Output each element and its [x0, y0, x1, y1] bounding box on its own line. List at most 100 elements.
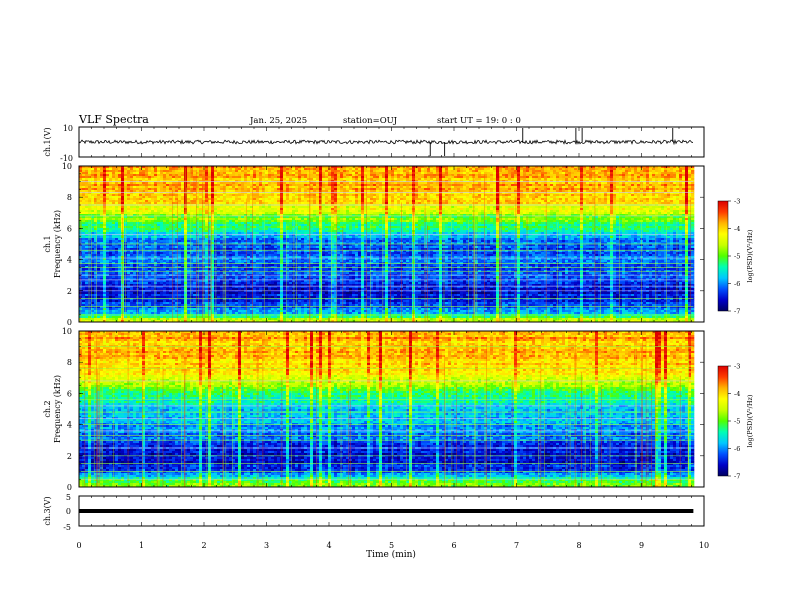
spectrogram-cell: [181, 192, 185, 195]
spectrogram-cell: [325, 192, 329, 195]
spectrogram-cell: [529, 170, 533, 173]
spectrogram-cell: [205, 190, 209, 193]
spectrogram-cell: [241, 178, 245, 181]
spectrogram-cell: [403, 170, 407, 173]
spectrogram-cell: [643, 208, 647, 211]
spectrogram-cell: [454, 196, 458, 199]
spectrogram-cell: [637, 194, 641, 197]
spectrogram-cell: [343, 200, 347, 203]
spectrogram-cell: [667, 188, 671, 191]
spectrogram-cell: [394, 172, 398, 175]
spectrogram-cell: [601, 188, 605, 191]
spectrogram-cell: [298, 172, 302, 175]
spectrogram-cell: [157, 188, 161, 191]
spectrogram-cell: [367, 190, 371, 193]
spectrogram-cell: [121, 186, 125, 189]
spectrogram-cell: [136, 202, 140, 205]
spectrogram-cell: [400, 186, 404, 189]
spectrogram-cell: [466, 194, 470, 197]
spectrogram-cell: [421, 210, 425, 213]
spectrogram-cell: [319, 212, 323, 215]
spectrogram-cell: [373, 210, 377, 213]
spectrogram-cell: [658, 206, 662, 209]
spectrogram-cell: [241, 184, 245, 187]
spectrogram-cell: [181, 194, 185, 197]
spectrogram-cell: [457, 208, 461, 211]
spectrogram-cell: [646, 198, 650, 201]
spectrogram-cell: [85, 166, 89, 169]
spectrogram-cell: [301, 166, 305, 169]
spectrogram-cell: [373, 192, 377, 195]
spectrogram-cell: [175, 196, 179, 199]
spectrogram-cell: [589, 166, 593, 169]
spectrogram-cell: [538, 194, 542, 197]
spectrogram-cell: [385, 166, 389, 169]
spectrogram-cell: [415, 180, 419, 183]
spectrogram-cell: [109, 166, 113, 169]
spectrogram-cell: [145, 174, 149, 177]
spectrogram-cell: [223, 168, 227, 171]
spectrogram-cell: [556, 210, 560, 213]
spectrogram-cell: [451, 174, 455, 177]
spectrogram-cell: [334, 182, 338, 185]
spectrogram-cell: [478, 172, 482, 175]
spectrogram-cell: [220, 184, 224, 187]
spectrogram-cell: [631, 168, 635, 171]
spectrogram-cell: [577, 186, 581, 189]
spectrogram-cell: [346, 200, 350, 203]
spectrogram-cell: [277, 192, 281, 195]
spectrogram-cell: [214, 180, 218, 183]
spectrogram-cell: [226, 206, 230, 209]
spectrogram-cell: [184, 212, 188, 215]
spectrogram-cell: [589, 182, 593, 185]
spectrogram-cell: [310, 206, 314, 209]
spectrogram-cell: [298, 192, 302, 195]
spectrogram-cell: [247, 192, 251, 195]
spectrogram-cell: [112, 176, 116, 179]
spectrogram-cell: [622, 194, 626, 197]
spectrogram-cell: [622, 182, 626, 185]
spectrogram-cell: [103, 168, 107, 171]
spectrogram-cell: [274, 172, 278, 175]
spectrogram-cell: [604, 202, 608, 205]
spectrogram-cell: [607, 172, 611, 175]
spectrogram-cell: [181, 178, 185, 181]
spectrogram-cell: [436, 172, 440, 175]
spectrogram-cell: [541, 182, 545, 185]
spectrogram-cell: [577, 166, 581, 169]
spectrogram-cell: [274, 168, 278, 171]
spectrogram-cell: [100, 196, 104, 199]
spectrogram-cell: [355, 180, 359, 183]
spectrogram-cell: [616, 174, 620, 177]
spectrogram-cell: [415, 198, 419, 201]
spectrogram-cell: [610, 186, 614, 189]
spectrogram-cell: [424, 182, 428, 185]
spectrogram-cell: [142, 198, 146, 201]
spectrogram-cell: [130, 166, 134, 169]
spectrogram-cell: [220, 182, 224, 185]
spectrogram-cell: [652, 172, 656, 175]
spectrogram-cell: [622, 202, 626, 205]
spectrogram-cell: [385, 208, 389, 211]
spectrogram-cell: [676, 186, 680, 189]
spectrogram-cell: [475, 196, 479, 199]
spectrogram-cell: [205, 172, 209, 175]
spectrogram-cell: [142, 178, 146, 181]
spectrogram-cell: [535, 186, 539, 189]
spectrogram-cell: [229, 174, 233, 177]
spectrogram-cell: [673, 196, 677, 199]
spectrogram-cell: [283, 176, 287, 179]
spectrogram-cell: [94, 186, 98, 189]
spectrogram-cell: [247, 190, 251, 193]
spectrogram-cell: [622, 166, 626, 169]
spectrogram-cell: [628, 188, 632, 191]
spectrogram-cell: [673, 186, 677, 189]
spectrogram-cell: [244, 194, 248, 197]
spectrogram-cell: [535, 166, 539, 169]
spectrogram-cell: [289, 206, 293, 209]
spectrogram-cell: [388, 174, 392, 177]
spectrogram-cell: [397, 172, 401, 175]
spectrogram-cell: [184, 168, 188, 171]
spectrogram-cell: [454, 206, 458, 209]
spectrogram-cell: [193, 194, 197, 197]
